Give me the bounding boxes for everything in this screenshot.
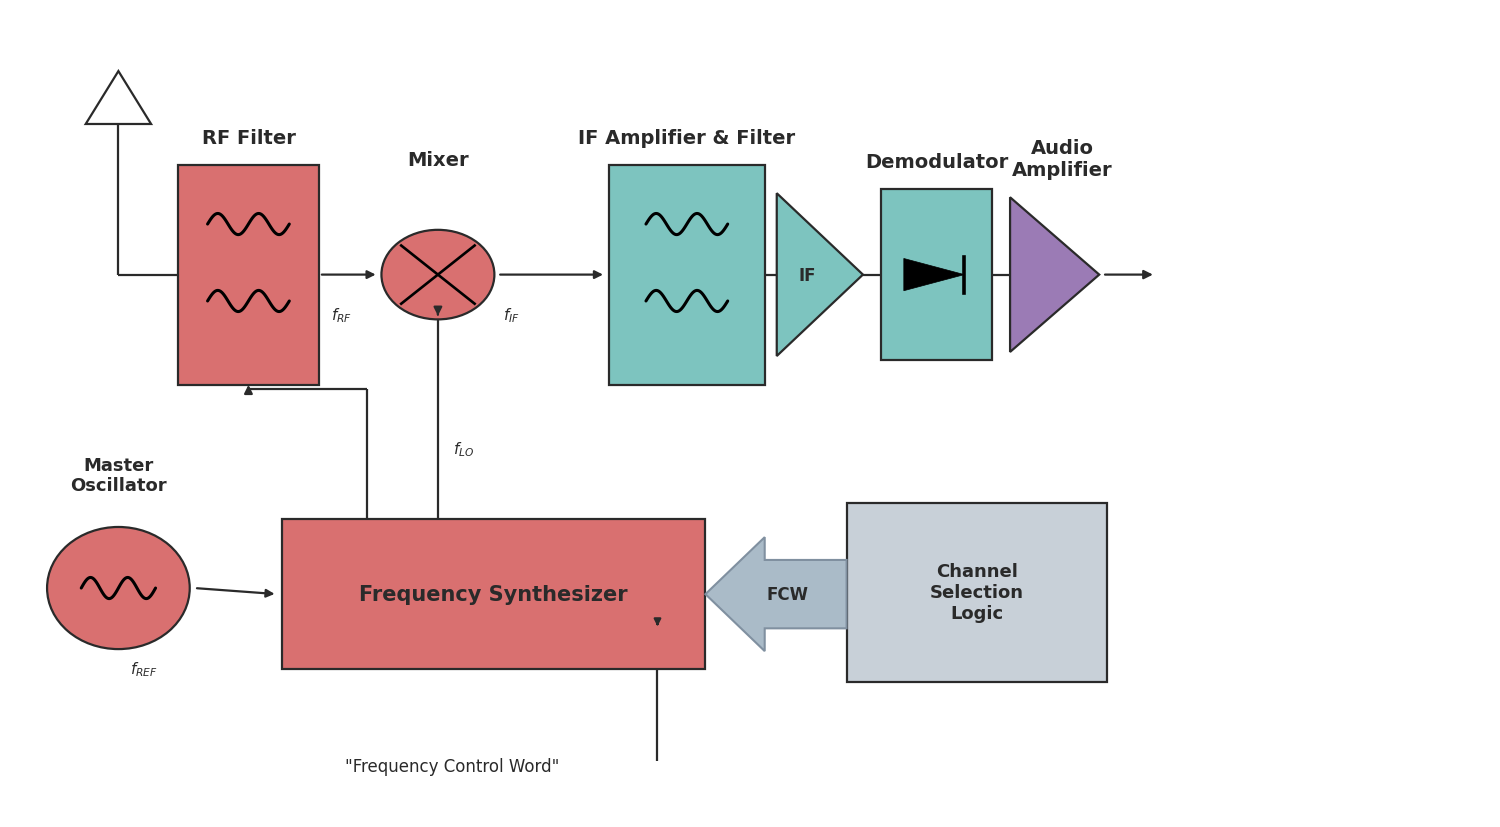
FancyBboxPatch shape <box>282 519 705 670</box>
Ellipse shape <box>46 528 189 649</box>
Text: $f_{REF}$: $f_{REF}$ <box>130 659 158 678</box>
FancyBboxPatch shape <box>846 503 1107 681</box>
Text: Frequency Synthesizer: Frequency Synthesizer <box>360 585 628 605</box>
Polygon shape <box>86 72 152 125</box>
Text: $f_{RF}$: $f_{RF}$ <box>332 306 352 325</box>
Text: RF Filter: RF Filter <box>201 129 296 147</box>
Text: Mixer: Mixer <box>406 151 468 170</box>
Polygon shape <box>904 259 964 291</box>
Text: Channel
Selection
Logic: Channel Selection Logic <box>930 562 1023 622</box>
Text: IF: IF <box>798 266 816 284</box>
Text: Audio
Amplifier: Audio Amplifier <box>1013 139 1113 180</box>
Text: $f_{LO}$: $f_{LO}$ <box>453 440 474 459</box>
Polygon shape <box>1010 198 1100 352</box>
FancyBboxPatch shape <box>880 190 992 361</box>
Text: Master
Oscillator: Master Oscillator <box>70 456 166 495</box>
Text: $f_{IF}$: $f_{IF}$ <box>504 306 520 325</box>
Polygon shape <box>705 538 846 652</box>
FancyBboxPatch shape <box>178 165 320 385</box>
Text: "Frequency Control Word": "Frequency Control Word" <box>345 758 560 776</box>
Text: Demodulator: Demodulator <box>865 153 1008 172</box>
FancyBboxPatch shape <box>609 165 765 385</box>
Ellipse shape <box>381 231 495 320</box>
Text: FCW: FCW <box>766 586 808 604</box>
Text: IF Amplifier & Filter: IF Amplifier & Filter <box>579 129 795 147</box>
Polygon shape <box>777 194 862 356</box>
